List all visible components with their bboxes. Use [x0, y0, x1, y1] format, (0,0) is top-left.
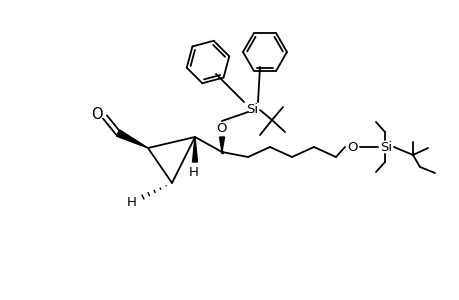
Polygon shape: [192, 137, 197, 162]
Text: O: O: [347, 140, 358, 154]
Polygon shape: [116, 130, 148, 148]
Text: O: O: [91, 106, 103, 122]
Text: O: O: [216, 122, 227, 134]
Text: Si: Si: [379, 140, 391, 154]
Text: H: H: [189, 166, 198, 178]
Text: H: H: [127, 196, 137, 208]
Text: Si: Si: [246, 103, 257, 116]
Polygon shape: [219, 137, 224, 152]
